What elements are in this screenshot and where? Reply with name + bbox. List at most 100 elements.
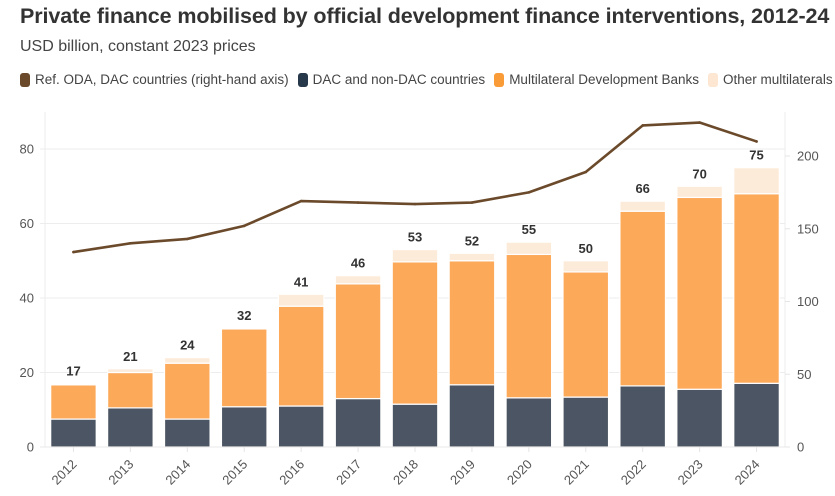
bar-other-multilaterals[interactable]: [448, 252, 496, 262]
oda-line-point[interactable]: [470, 201, 474, 204]
x-tick-label: 2022: [618, 457, 649, 488]
bar-total-labels: 17 21 24 32 41 46 53 52 55 50 66 70 75: [66, 148, 764, 379]
x-tick-label: 2017: [333, 457, 364, 488]
oda-line-point[interactable]: [186, 237, 189, 241]
y-tick-label-right: 0: [797, 440, 804, 455]
bar-mdb[interactable]: [107, 371, 154, 409]
bar-dac-countries[interactable]: [220, 406, 268, 448]
bar-other-multilaterals[interactable]: [50, 383, 97, 386]
bar-other-multilaterals[interactable]: [733, 167, 780, 195]
oda-line-point[interactable]: [299, 199, 303, 203]
x-tick-label: 2019: [447, 457, 478, 488]
bar-other-multilaterals[interactable]: [619, 200, 667, 212]
oda-line-point[interactable]: [129, 242, 132, 245]
y-tick-label-left: 20: [20, 365, 34, 380]
bar-other-multilaterals[interactable]: [676, 185, 723, 199]
bar-mdb[interactable]: [676, 196, 723, 390]
legend-swatch-dac-countries: [297, 72, 308, 87]
x-tick-label: 2020: [504, 457, 535, 488]
x-tick-label: 2014: [162, 457, 193, 488]
bar-mdb[interactable]: [334, 283, 382, 400]
bar-other-multilaterals[interactable]: [107, 368, 154, 374]
bar-mdb[interactable]: [619, 210, 667, 387]
legend-item-mdb[interactable]: Multilateral Development Banks: [494, 72, 699, 87]
x-tick-label: 2013: [105, 457, 136, 488]
y-tick-label-right: 200: [797, 149, 819, 164]
legend-label-ref-oda: Ref. ODA, DAC countries (right-hand axis…: [35, 72, 289, 87]
bar-other-multilaterals[interactable]: [163, 357, 211, 364]
x-tick-label: 2023: [675, 457, 706, 488]
oda-line-point[interactable]: [413, 202, 417, 206]
bars: [50, 167, 780, 448]
x-tick-label: 2024: [732, 457, 763, 488]
bar-total-label: 50: [579, 241, 593, 256]
legend-label-dac-countries: DAC and non-DAC countries: [312, 72, 486, 87]
legend-swatch-ref-oda: [20, 72, 30, 87]
bar-other-multilaterals[interactable]: [505, 241, 553, 256]
bar-dac-countries[interactable]: [277, 405, 325, 448]
bar-total-label: 17: [66, 364, 80, 379]
bar-total-label: 41: [294, 274, 308, 289]
bar-dac-countries[interactable]: [676, 388, 723, 448]
y-tick-label-right: 100: [797, 294, 819, 309]
legend-item-dac-countries[interactable]: DAC and non-DAC countries: [297, 72, 486, 87]
oda-line-point[interactable]: [755, 140, 758, 143]
legend-label-other-multilaterals: Other multilaterals: [723, 72, 833, 87]
bar-total-label: 55: [522, 222, 536, 237]
legend-swatch-other-multilaterals: [708, 72, 719, 87]
y-tick-label-left: 40: [20, 291, 34, 306]
oda-line-point[interactable]: [242, 224, 246, 228]
bar-total-label: 24: [180, 338, 195, 353]
bar-dac-countries[interactable]: [619, 385, 667, 448]
legend-swatch-mdb: [494, 72, 505, 87]
bar-other-multilaterals[interactable]: [391, 248, 439, 263]
bar-mdb[interactable]: [562, 271, 610, 398]
bar-dac-countries[interactable]: [733, 382, 780, 448]
bar-dac-countries[interactable]: [391, 403, 439, 448]
bar-dac-countries[interactable]: [50, 418, 97, 448]
bar-dac-countries[interactable]: [505, 397, 553, 448]
legend: Ref. ODA, DAC countries (right-hand axis…: [20, 72, 835, 87]
bar-mdb[interactable]: [733, 193, 780, 384]
bar-total-label: 46: [351, 256, 365, 271]
bar-other-multilaterals[interactable]: [277, 293, 325, 307]
bar-mdb[interactable]: [391, 261, 439, 405]
bar-mdb[interactable]: [50, 384, 97, 420]
x-tick-label: 2016: [276, 457, 307, 488]
legend-item-other-multilaterals[interactable]: Other multilaterals: [708, 72, 833, 87]
bar-total-label: 53: [408, 230, 422, 245]
legend-item-ref-oda[interactable]: Ref. ODA, DAC countries (right-hand axis…: [20, 72, 289, 87]
y-tick-label-right: 50: [797, 367, 811, 382]
bar-dac-countries[interactable]: [448, 384, 496, 448]
bar-other-multilaterals[interactable]: [220, 327, 268, 330]
chart-title: Private finance mobilised by official de…: [20, 4, 830, 28]
bar-mdb[interactable]: [163, 362, 211, 420]
oda-line: [72, 121, 758, 254]
bar-dac-countries[interactable]: [334, 397, 382, 448]
y-tick-label-left: 60: [20, 216, 34, 231]
oda-line-point[interactable]: [356, 201, 360, 204]
bar-total-label: 52: [465, 233, 479, 248]
chart-subtitle: USD billion, constant 2023 prices: [20, 38, 256, 55]
x-tick-label: 2021: [561, 457, 592, 488]
bar-mdb[interactable]: [277, 305, 325, 407]
y-tick-label-right: 150: [797, 221, 819, 236]
oda-line-point[interactable]: [641, 124, 644, 127]
oda-line-point[interactable]: [527, 191, 531, 194]
bar-mdb[interactable]: [505, 253, 553, 399]
oda-line-point[interactable]: [584, 170, 588, 174]
oda-line-point[interactable]: [698, 121, 701, 124]
bar-dac-countries[interactable]: [163, 418, 211, 448]
bar-dac-countries[interactable]: [562, 396, 610, 448]
bar-other-multilaterals[interactable]: [562, 260, 610, 273]
bar-dac-countries[interactable]: [107, 407, 154, 448]
bar-total-label: 70: [692, 166, 706, 181]
bar-mdb[interactable]: [448, 260, 496, 386]
legend-label-mdb: Multilateral Development Banks: [509, 72, 700, 87]
bar-total-label: 21: [123, 349, 137, 364]
bar-other-multilaterals[interactable]: [334, 275, 382, 285]
x-tick-label: 2015: [219, 457, 250, 488]
bar-mdb[interactable]: [220, 328, 268, 408]
oda-line-point[interactable]: [72, 250, 75, 254]
